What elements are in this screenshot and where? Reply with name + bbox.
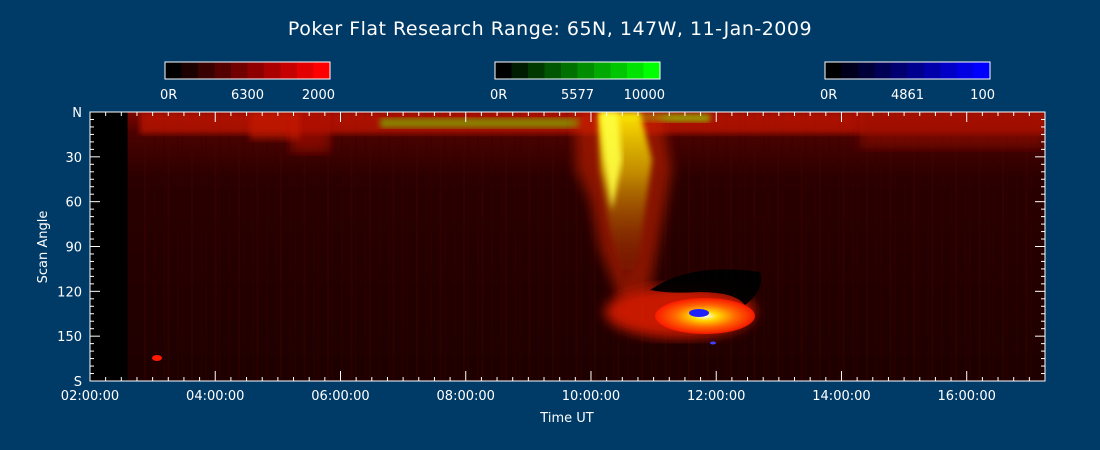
colorbar-step (198, 62, 215, 79)
colorbar-step (181, 62, 199, 79)
colorbar-frame (824, 61, 991, 80)
colorbar-step (973, 62, 991, 79)
colorbar-step (891, 62, 908, 79)
colorbar-step (627, 62, 644, 79)
colorbar-frame (164, 61, 331, 80)
colorbar-step (214, 62, 232, 79)
colorbar-blue: 0R 4861 100 (820, 61, 995, 103)
colorbar-red: 0R 6300 2000 (160, 61, 335, 103)
colorbar-step (280, 62, 298, 79)
y-tick-label: 120 (57, 285, 82, 300)
x-tick-label: 04:00:00 (186, 389, 244, 404)
y-tick-label: 90 (65, 241, 82, 256)
colorbar-step (528, 62, 545, 79)
colorbar-step (561, 62, 578, 79)
colorbar-step (231, 62, 248, 79)
color-bars: 0R 6300 2000 0R 5577 10000 0R 4861 100 (160, 61, 995, 103)
y-tick-label: 30 (65, 151, 82, 166)
colorbar-step (594, 62, 611, 79)
colorbar-green: 0R 5577 10000 (490, 61, 665, 103)
x-tick-label: 06:00:00 (311, 389, 369, 404)
y-axis-label: Scan Angle (36, 211, 51, 284)
colorbar-min-label: 0R (160, 88, 177, 103)
colorbar-step (313, 62, 331, 79)
x-axis: 02:00:00 04:00:00 06:00:00 08:00:00 10:00:00… (61, 112, 1046, 404)
colorbar-frame (494, 61, 661, 80)
colorbar-step (841, 62, 859, 79)
y-tick-label: 150 (57, 330, 82, 345)
colorbar-step (957, 62, 974, 79)
colorbar-step (643, 62, 661, 79)
colorbar-max-label: 2000 (302, 88, 335, 103)
x-tick-label: 14:00:00 (812, 389, 870, 404)
colorbar-step (165, 62, 182, 79)
colorbar-wavelength-label: 4861 (891, 88, 924, 103)
colorbar-max-label: 100 (970, 88, 995, 103)
colorbar-step (495, 62, 512, 79)
x-tick-label: 02:00:00 (61, 389, 119, 404)
colorbar-step (825, 62, 842, 79)
x-tick-label: 08:00:00 (437, 389, 495, 404)
y-tick-label: S (74, 375, 82, 390)
y-tick-label: 60 (65, 196, 82, 211)
colorbar-step (247, 62, 265, 79)
colorbar-step (874, 62, 892, 79)
x-tick-label: 12:00:00 (687, 389, 745, 404)
colorbar-min-label: 0R (820, 88, 837, 103)
colorbar-step (940, 62, 958, 79)
colorbar-step (297, 62, 314, 79)
colorbar-step (577, 62, 595, 79)
y-axis: N 30 60 90 120 150 S (57, 106, 1045, 390)
colorbar-step (511, 62, 529, 79)
keogram-image (90, 112, 1045, 381)
colorbar-step (907, 62, 925, 79)
colorbar-step (610, 62, 628, 79)
x-axis-label: Time UT (539, 411, 593, 426)
colorbar-max-label: 10000 (624, 88, 665, 103)
colorbar-step (858, 62, 875, 79)
colorbar-step (264, 62, 281, 79)
colorbar-step (544, 62, 562, 79)
colorbar-step (924, 62, 941, 79)
colorbar-min-label: 0R (490, 88, 507, 103)
colorbar-wavelength-label: 6300 (231, 88, 264, 103)
colorbar-wavelength-label: 5577 (561, 88, 594, 103)
chart-title: Poker Flat Research Range: 65N, 147W, 11… (287, 18, 813, 40)
x-tick-label: 10:00:00 (562, 389, 620, 404)
y-tick-label: N (72, 106, 82, 121)
x-tick-label: 16:00:00 (938, 389, 996, 404)
